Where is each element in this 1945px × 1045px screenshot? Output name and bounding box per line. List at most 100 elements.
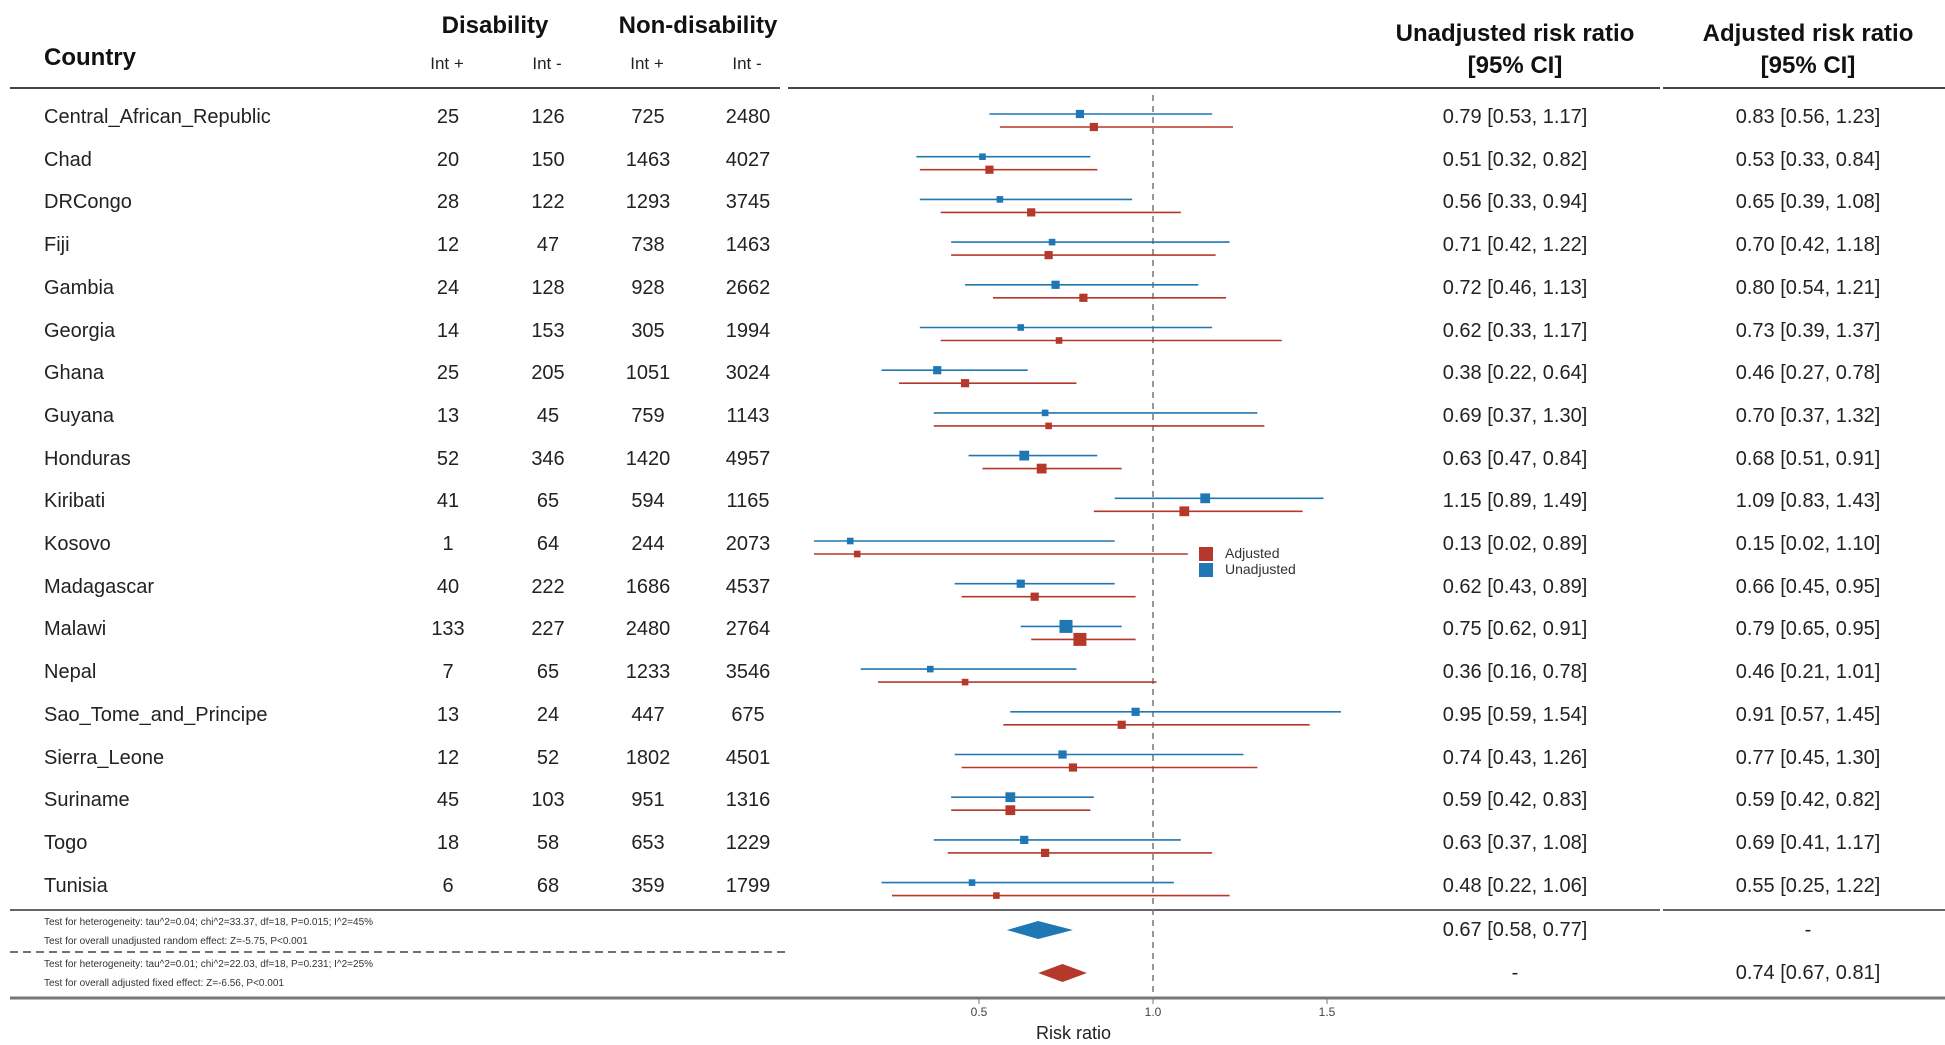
disability-int-plus: 12 — [436, 746, 460, 769]
header-unadjusted-line1: Unadjusted risk ratio — [1395, 20, 1635, 47]
nondisability-int-minus: 3024 — [725, 362, 771, 385]
legend-adjusted-label: Adjusted — [1225, 545, 1280, 561]
country-name: Sierra_Leone — [44, 746, 165, 769]
adjusted-point — [993, 892, 1000, 899]
unadjusted-point — [1200, 493, 1211, 504]
disability-int-minus: 52 — [536, 746, 560, 769]
pooled-adjusted-adj-ci: 0.74 [0.67, 0.81] — [1735, 962, 1881, 984]
unadjusted-rr-ci: 0.79 [0.53, 1.17] — [1442, 106, 1588, 128]
header-unadjusted-line2: [95% CI] — [1467, 52, 1563, 79]
disability-int-minus: 150 — [531, 148, 565, 171]
nondisability-int-plus: 1802 — [625, 746, 671, 769]
unadjusted-rr-ci: 0.63 [0.37, 1.08] — [1442, 831, 1588, 854]
nondisability-int-plus: 2480 — [625, 618, 671, 641]
x-tick-label: 0.5 — [970, 1005, 988, 1019]
adjusted-rr-ci: 0.91 [0.57, 1.45] — [1735, 703, 1881, 726]
country-name: Chad — [44, 148, 92, 171]
x-tick-label: 1.0 — [1144, 1005, 1162, 1019]
adjusted-point — [1073, 632, 1087, 646]
disability-int-plus: 133 — [431, 618, 465, 641]
disability-int-plus: 13 — [436, 703, 460, 726]
nondisability-int-minus: 4501 — [725, 746, 771, 769]
header-non-disability: Non-disability — [618, 12, 778, 39]
unadjusted-point — [1016, 579, 1025, 588]
disability-int-plus: 13 — [436, 404, 460, 427]
pooled-unadjusted-adj-ci: - — [1804, 919, 1812, 941]
disability-int-minus: 222 — [531, 575, 565, 598]
nondisability-int-plus: 653 — [631, 831, 665, 854]
country-name: Suriname — [44, 789, 130, 812]
nondisability-int-plus: 928 — [631, 276, 665, 299]
adjusted-point — [1044, 251, 1053, 260]
country-name: Ghana — [44, 362, 105, 385]
country-name: Georgia — [44, 319, 116, 342]
header-nondisability-int-minus: Int - — [732, 54, 762, 73]
adjusted-point — [1179, 506, 1190, 517]
pooled-unadjusted-unadj-ci: 0.67 [0.58, 0.77] — [1442, 919, 1588, 941]
unadjusted-point — [996, 196, 1004, 203]
country-name: Kiribati — [44, 490, 106, 513]
header-adjusted-rr: Adjusted risk ratio [95% CI] — [1663, 18, 1945, 82]
disability-int-minus: 68 — [536, 874, 560, 897]
unadjusted-rr-ci: 0.62 [0.33, 1.17] — [1442, 319, 1588, 342]
legend-adjusted-key — [1199, 547, 1213, 561]
adjusted-rr-ci: 0.46 [0.27, 0.78] — [1735, 362, 1881, 385]
adjusted-point — [960, 379, 970, 388]
adjusted-point — [1089, 122, 1098, 132]
unadjusted-point — [1048, 238, 1056, 246]
disability-int-minus: 65 — [536, 661, 560, 684]
disability-int-plus: 28 — [436, 191, 460, 214]
nondisability-int-plus: 1420 — [625, 447, 671, 470]
adjusted-rr-ci: 0.66 [0.45, 0.95] — [1735, 575, 1881, 598]
disability-int-plus: 45 — [436, 789, 460, 812]
unadjusted-rr-ci: 0.75 [0.62, 0.91] — [1442, 618, 1588, 641]
unadjusted-rr-ci: 0.56 [0.33, 0.94] — [1442, 191, 1588, 214]
unadjusted-rr-ci: 0.13 [0.02, 0.89] — [1442, 533, 1588, 555]
unadjusted-rr-ci: 0.63 [0.47, 0.84] — [1442, 447, 1588, 470]
unadjusted-point — [979, 153, 986, 160]
unadjusted-point — [968, 879, 976, 886]
nondisability-int-plus: 951 — [631, 789, 665, 812]
nondisability-int-plus: 759 — [631, 404, 665, 427]
country-name: Malawi — [44, 618, 107, 641]
nondisability-int-plus: 1293 — [625, 191, 671, 214]
adjusted-point — [1117, 720, 1126, 729]
nondisability-int-minus: 1165 — [726, 490, 770, 513]
adjusted-point — [961, 678, 969, 686]
adjusted-rr-ci: 0.15 [0.02, 1.10] — [1735, 533, 1881, 555]
unadjusted-rr-ci: 0.59 [0.42, 0.83] — [1442, 789, 1588, 812]
unadjusted-point — [1017, 324, 1025, 331]
x-tick-label: 1.5 — [1318, 1005, 1336, 1019]
nondisability-int-minus: 1799 — [725, 874, 771, 897]
country-name: Nepal — [44, 661, 97, 684]
nondisability-int-plus: 447 — [631, 703, 665, 726]
unadjusted-rr-ci: 0.69 [0.37, 1.30] — [1442, 404, 1588, 427]
nondisability-int-minus: 675 — [731, 703, 765, 726]
adjusted-rr-ci: 0.70 [0.37, 1.32] — [1735, 404, 1881, 427]
disability-int-minus: 64 — [536, 533, 560, 555]
nondisability-int-plus: 725 — [631, 106, 665, 128]
unadjusted-point — [1059, 619, 1073, 633]
adjusted-rr-ci: 0.77 [0.45, 1.30] — [1735, 746, 1881, 769]
disability-int-plus: 6 — [442, 874, 454, 897]
legend-unadjusted-label: Unadjusted — [1225, 561, 1296, 577]
disability-int-plus: 14 — [436, 319, 460, 342]
adjusted-overall-note: Test for overall adjusted fixed effect: … — [44, 978, 284, 989]
nondisability-int-plus: 738 — [631, 234, 665, 257]
nondisability-int-minus: 3546 — [725, 661, 771, 684]
unadjusted-point — [846, 537, 854, 545]
nondisability-int-minus: 2073 — [725, 533, 771, 555]
unadjusted-overall-note: Test for overall unadjusted random effec… — [44, 936, 308, 947]
disability-int-minus: 103 — [531, 789, 565, 812]
adjusted-point — [985, 165, 994, 174]
nondisability-int-minus: 1994 — [725, 319, 771, 342]
pooled-adjusted-diamond — [1038, 964, 1087, 982]
nondisability-int-minus: 4537 — [725, 575, 771, 598]
nondisability-int-plus: 244 — [631, 533, 665, 555]
unadjusted-rr-ci: 0.71 [0.42, 1.22] — [1442, 234, 1588, 257]
adjusted-point — [1055, 337, 1063, 344]
adjusted-point — [1045, 422, 1052, 430]
unadjusted-point — [1041, 409, 1049, 417]
nondisability-int-minus: 1463 — [725, 234, 771, 257]
